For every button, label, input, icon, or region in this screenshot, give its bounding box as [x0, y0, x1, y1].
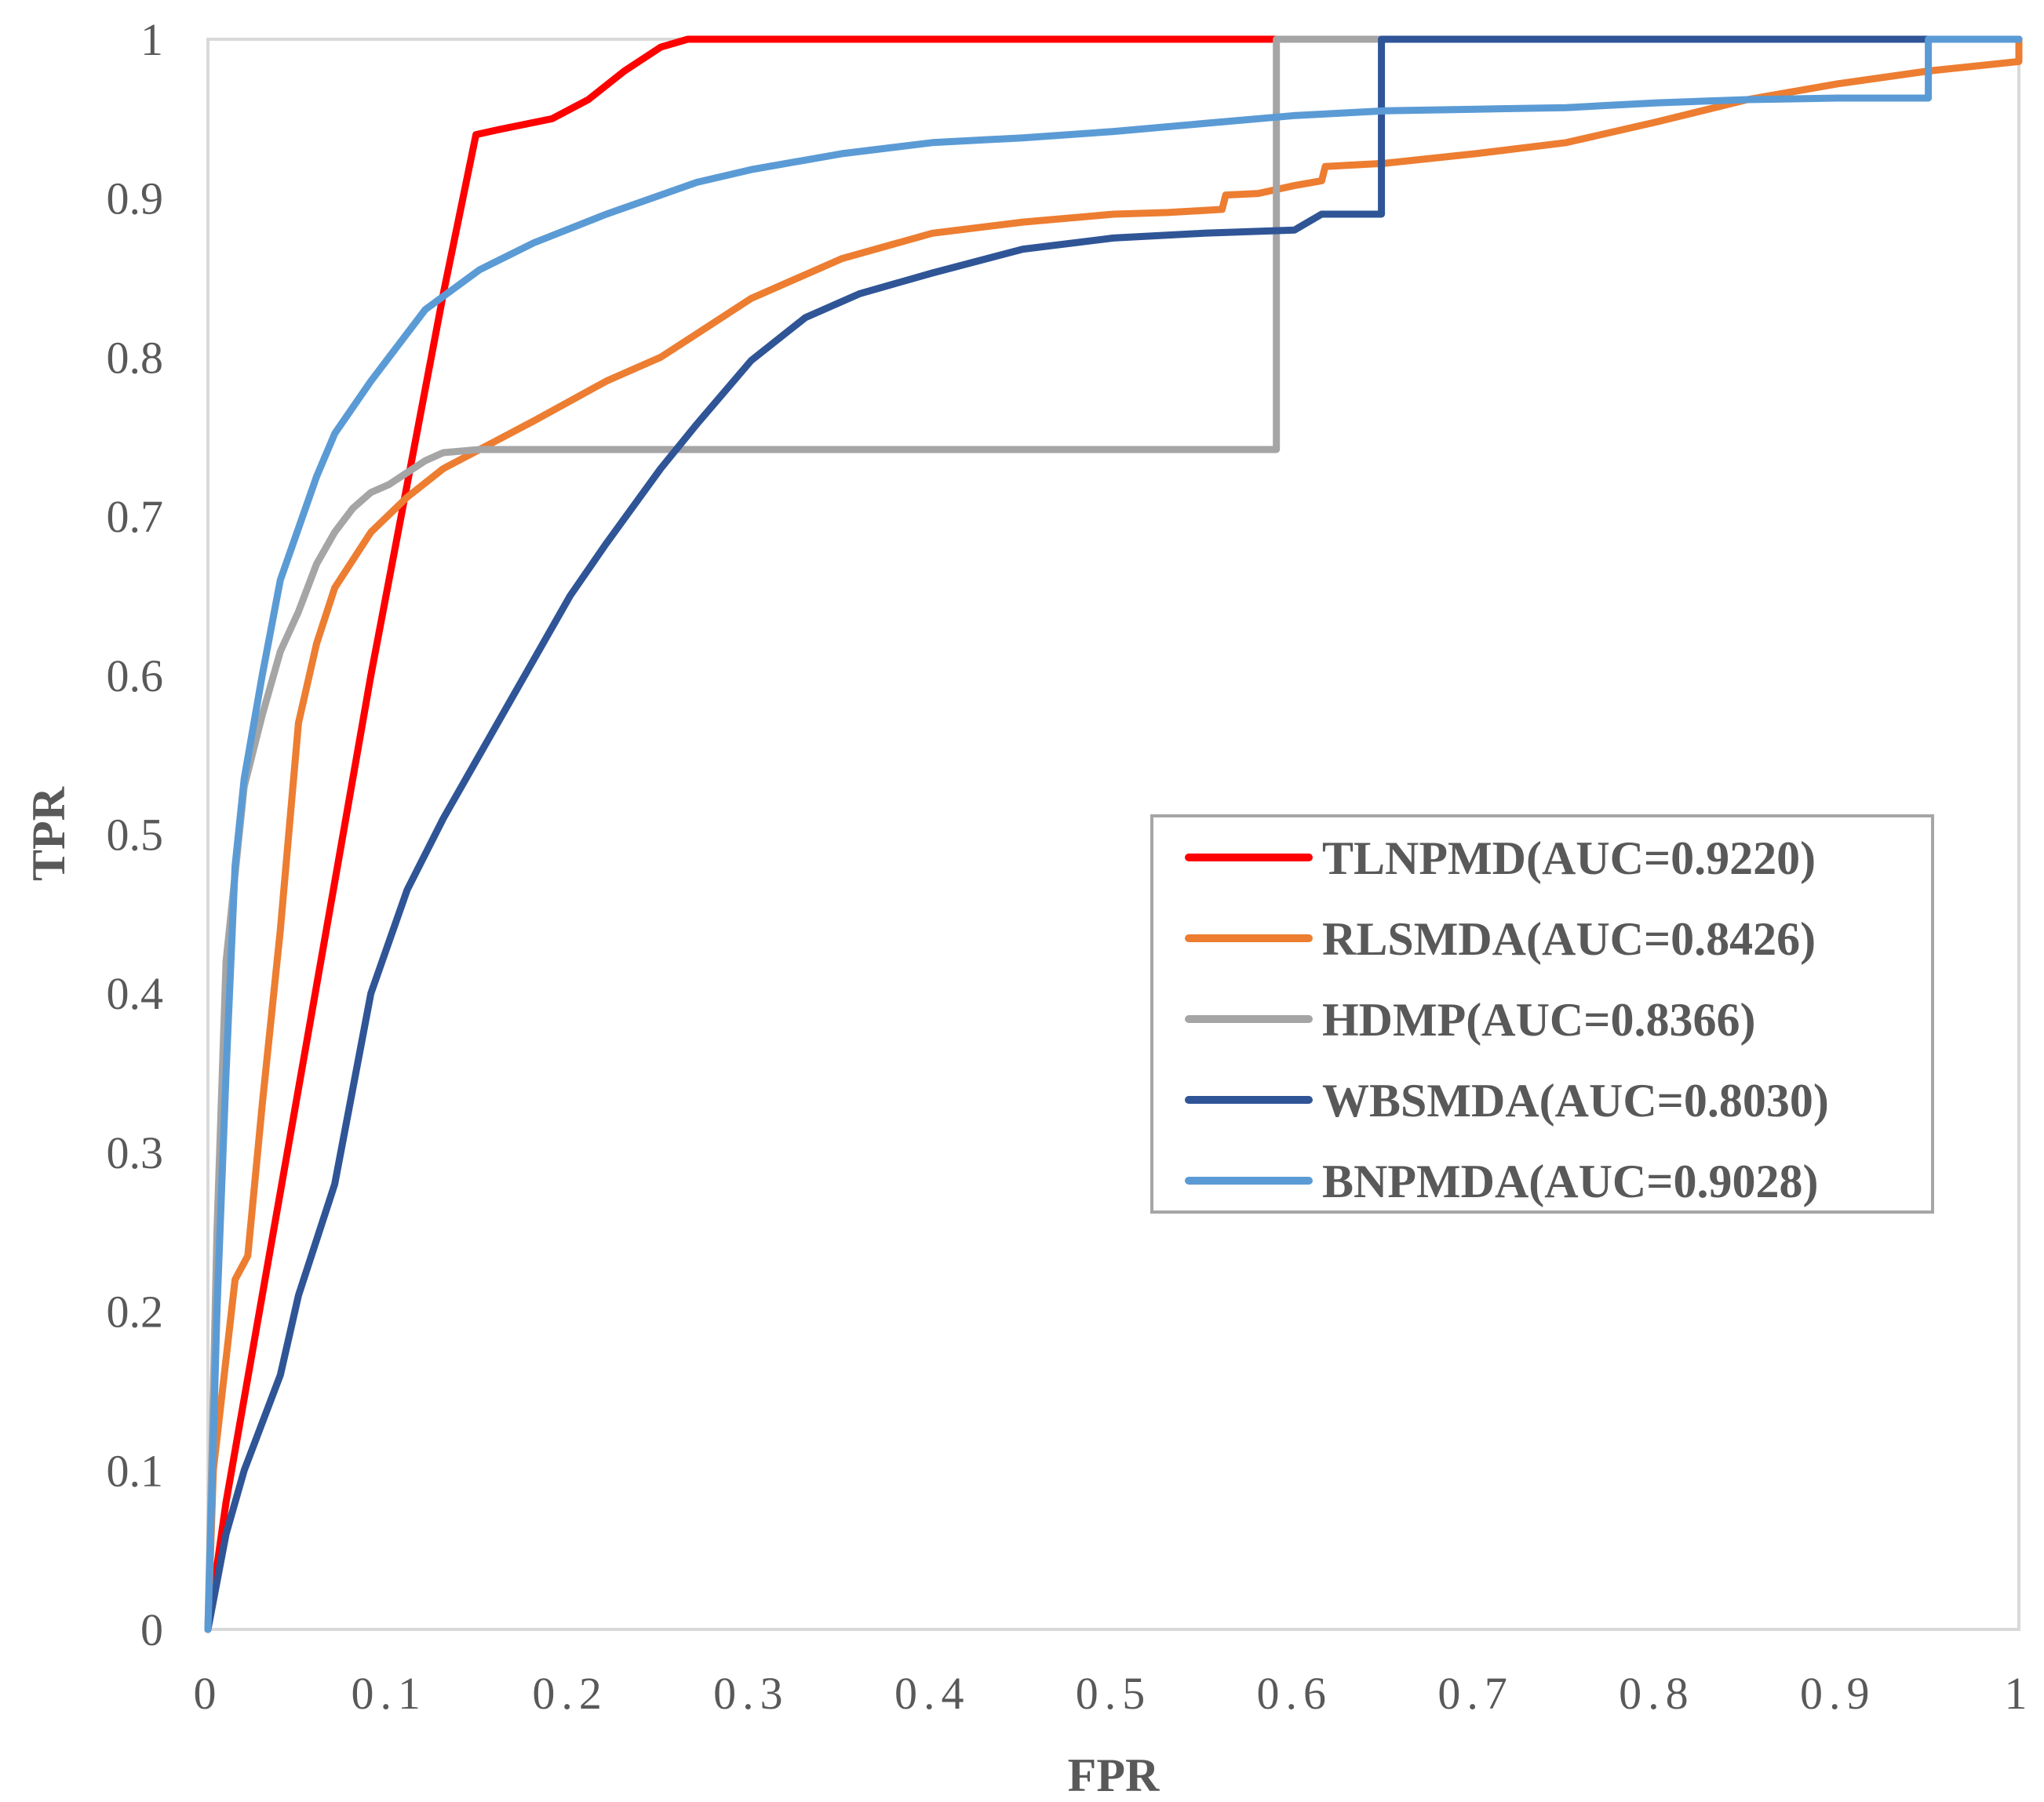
x-tick-label: 0.2 — [532, 1668, 608, 1719]
x-tick-label: 0.9 — [1800, 1668, 1876, 1719]
series-lines — [204, 35, 2023, 1633]
series-line-4 — [204, 35, 2023, 1633]
x-tick-label: 0.6 — [1257, 1668, 1333, 1719]
x-axis-title: FPR — [1068, 1749, 1160, 1801]
y-tick-label: 0.8 — [107, 332, 164, 383]
legend: TLNPMD(AUC=0.9220) RLSMDA(AUC=0.8426) HDMP… — [1150, 814, 1934, 1214]
x-tick-label: 0 — [194, 1668, 223, 1719]
x-tick-label: 1 — [2005, 1668, 2034, 1719]
x-tick-label: 0.5 — [1076, 1668, 1152, 1719]
y-tick-label: 0 — [140, 1604, 163, 1655]
x-tick-label: 0.1 — [352, 1668, 428, 1719]
y-tick-label: 0.7 — [107, 491, 164, 542]
x-tick-label: 0.8 — [1619, 1668, 1695, 1719]
y-axis-ticks: 0 0.1 0.2 0.3 0.4 0.5 0.6 0.7 0.8 0.9 1 — [107, 14, 164, 1655]
y-tick-label: 0.6 — [107, 650, 164, 701]
x-tick-label: 0.3 — [713, 1668, 789, 1719]
legend-label-3: HDMP(AUC=0.8366) — [1322, 994, 1755, 1046]
series-line-5 — [204, 35, 2023, 1633]
y-axis-title: TPR — [23, 786, 75, 881]
legend-label-5: BNPMDA(AUC=0.9028) — [1322, 1156, 1818, 1207]
y-tick-label: 0.5 — [107, 810, 164, 861]
series-line-2 — [204, 35, 2023, 1633]
y-tick-label: 1 — [140, 14, 163, 65]
x-axis-ticks: 0 0.1 0.2 0.3 0.4 0.5 0.6 0.7 0.8 0.9 1 — [194, 1668, 2034, 1719]
legend-box — [1150, 814, 1934, 1214]
legend-label-4: WBSMDA(AUC=0.8030) — [1322, 1075, 1829, 1127]
legend-label-2: RLSMDA(AUC=0.8426) — [1322, 913, 1816, 965]
x-tick-label: 0.7 — [1437, 1668, 1514, 1719]
x-tick-label: 0.4 — [894, 1668, 971, 1719]
y-tick-label: 0.1 — [107, 1445, 164, 1496]
y-tick-label: 0.4 — [107, 968, 164, 1019]
y-tick-label: 0.9 — [107, 173, 164, 224]
y-tick-label: 0.3 — [107, 1127, 164, 1178]
y-tick-label: 0.2 — [107, 1287, 164, 1338]
series-line-3 — [204, 35, 2023, 1633]
series-line-1 — [204, 35, 1281, 1633]
legend-label-1: TLNPMD(AUC=0.9220) — [1322, 832, 1816, 884]
